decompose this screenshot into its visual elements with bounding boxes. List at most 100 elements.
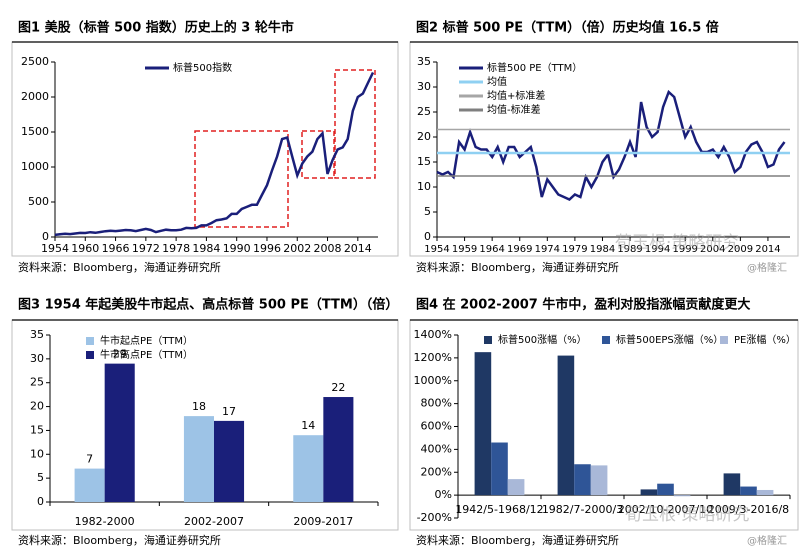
y-tick-label: 20 [30,400,44,413]
x-tick-label: 2009-2017 [293,515,353,528]
x-tick-label: 2009/3-2016/8 [708,503,789,516]
y-tick-label: 25 [30,376,44,389]
x-tick-label: 2002-2007 [184,515,244,528]
legend-swatch [602,336,610,344]
panel-frame [409,319,799,531]
y-tick-label: 0 [424,230,431,243]
legend-label: PE涨幅（%） [734,333,796,346]
x-tick-label: 1966 [102,242,130,255]
y-tick-label: 500 [28,195,49,208]
y-tick-label: 600% [421,420,452,433]
y-tick-label: 20 [417,130,431,143]
bar [657,483,674,496]
bar [557,355,575,496]
watermark: 荀玉根·策略研究 [615,233,739,253]
y-tick-label: 15 [30,423,44,436]
x-tick-label: 1959 [452,244,477,255]
legend-label: 标普500EPS涨幅（%） [616,333,723,346]
bar [74,468,105,502]
watermark: 荀玉根·策略研究 [625,505,749,525]
x-tick-label: 1984 [192,242,220,255]
x-tick-label: 1960 [71,242,99,255]
panel-title: 图2 标普 500 PE（TTM）（倍）历史均值 16.5 倍 [416,20,719,36]
x-tick-label: 1972 [132,242,160,255]
y-tick-label: 1000 [21,160,49,173]
y-tick-label: 1500 [21,125,49,138]
legend-label: 牛市起点PE（TTM） [100,334,193,347]
bar [740,486,757,496]
x-tick-label: 1954 [424,244,449,255]
panel-title: 图4 在 2002-2007 牛市中，盈利对股指涨幅贡献度更大 [416,297,750,313]
bar [474,352,492,496]
y-tick-label: 5 [424,205,431,218]
legend-swatch [720,336,728,344]
legend-label: 均值+标准差 [487,89,545,102]
bar [491,442,508,496]
source-note: 资料来源：Bloomberg，海通证券研究所 [416,533,619,547]
panel-frame [409,41,799,257]
legend-label: 牛市高点PE（TTM） [100,348,193,361]
source-note: 资料来源：Bloomberg，海通证券研究所 [416,260,619,274]
data-label: 17 [222,405,236,418]
bar [756,489,774,496]
y-tick-label: -200% [417,511,452,524]
y-tick-label: 800% [421,397,452,410]
x-tick-label: 1996 [253,242,281,255]
y-tick-label: 2000 [21,90,49,103]
x-tick-label: 1989 [617,244,642,255]
rules [12,41,798,321]
panel-title: 图3 1954 年起美股牛市起点、高点标普 500 PE（TTM）（倍） [18,297,398,313]
highlight-box [194,130,289,228]
x-tick-label: 2002 [283,242,311,255]
x-tick-label: 1999 [672,244,697,255]
x-tick-label: 1969 [507,244,532,255]
source-note: 资料来源：Bloomberg，海通证券研究所 [18,260,221,274]
y-tick-label: 0 [37,495,44,508]
bar [574,464,591,496]
highlight-box [301,130,335,179]
legend-label: 标普500 PE（TTM） [487,61,582,74]
bar [323,397,354,502]
y-tick-label: 1000% [414,374,452,387]
legend-swatch [484,336,492,344]
x-tick-label: 2009 [728,244,753,255]
bar [293,435,324,502]
legend-label: 均值 [487,75,507,88]
data-label: 14 [301,419,315,432]
legend-label: 标普500指数 [173,61,232,74]
y-tick-label: 25 [417,105,431,118]
y-tick-label: 5 [37,471,44,484]
y-tick-label: 30 [30,352,44,365]
x-tick-label: 1994 [645,244,670,255]
y-tick-label: 200% [421,465,452,478]
x-tick-label: 1979 [562,244,587,255]
y-tick-label: 0 [42,230,49,243]
data-label: 29 [113,348,127,361]
x-tick-label: 1982/7-2000/3 [542,503,623,516]
bar [104,363,135,502]
x-tick-label: 1974 [535,244,560,255]
legend-label: 标普500涨幅（%） [498,333,587,346]
legend-swatch [86,351,94,359]
watermark: @格隆汇 [747,261,787,274]
data-line [54,71,375,237]
x-tick-label: 2008 [314,242,342,255]
x-tick-label: 1978 [162,242,190,255]
x-tick-label: 1982-2000 [75,515,135,528]
y-tick-label: 15 [417,155,431,168]
y-tick-label: 400% [421,442,452,455]
data-label: 22 [331,381,345,394]
bar [640,489,658,496]
x-tick-label: 1990 [223,242,251,255]
x-tick-label: 1984 [590,244,615,255]
x-tick-label: 2002/10-2007/10 [618,503,713,516]
bar [723,473,741,496]
bar [183,416,214,502]
x-tick-label: 1954 [41,242,69,255]
y-tick-label: 0% [435,488,452,501]
y-tick-label: 10 [30,447,44,460]
legend-swatch [86,337,94,345]
x-tick-label: 2014 [755,244,780,255]
y-tick-label: 1200% [414,351,452,364]
